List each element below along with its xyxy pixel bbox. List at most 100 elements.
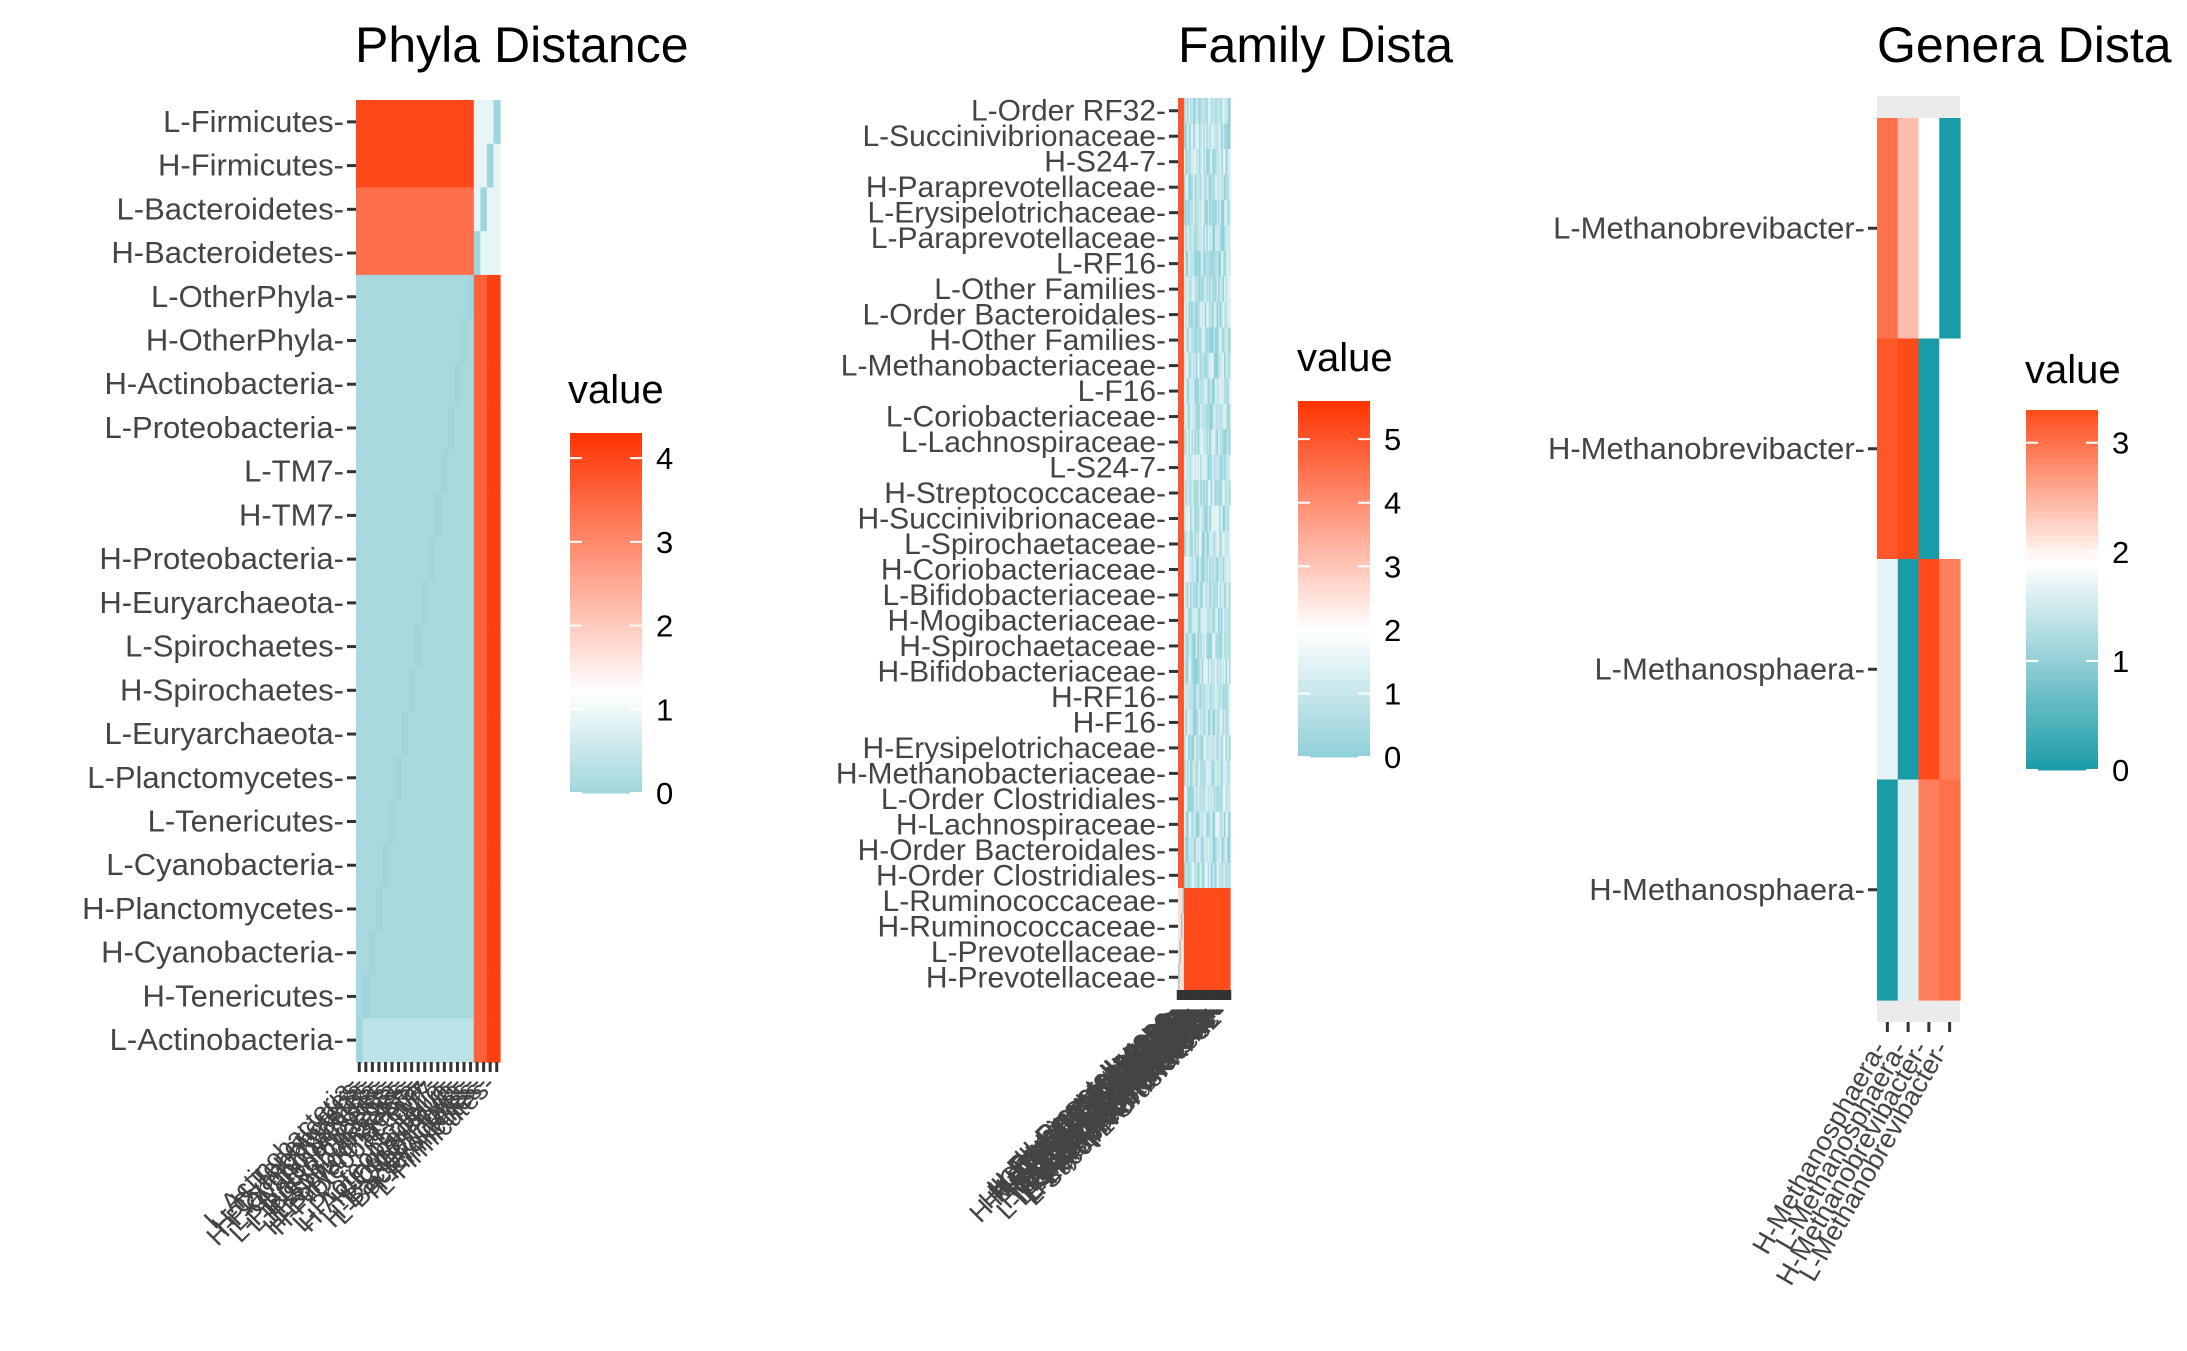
heatmap-cell-l-methanobacteriaceae-l-bifidobacteriaceae [1200,352,1203,379]
heatmap-cell-h-otherphyla-l-firmicutes [493,318,501,363]
heatmap-cell-l-spirochaetaceae-h-streptococcaceae [1206,531,1209,558]
heatmap-cell-h-other-families-l-coriobacteriaceae [1210,327,1213,354]
heatmap-cell-l-lachnospiraceae-h-prevotellaceae [1178,429,1181,456]
heatmap-cell-h-streptococcaceae-l-bifidobacteriaceae [1200,480,1203,507]
heatmap-cell-l-bifidobacteriaceae-l-s24-7 [1207,582,1210,609]
heatmap-cell-l-order-rf32-l-ruminococcaceae [1182,98,1185,125]
heatmap-cell-h-mogibacteriaceae-l-bifidobacteriaceae [1200,607,1203,634]
heatmap-cell-h-proteobacteria-l-proteobacteria [447,537,455,582]
heatmap-cell-l-order-clostridiales-l-methanobacteriaceae [1213,786,1216,813]
heatmap-cell-l-other-families-l-order-clostridiales [1188,276,1191,303]
heatmap-cell-l-tm7-h-planctomycetes [375,449,383,495]
heatmap-cell-h-spirochaetaceae-h-lachnospiraceae [1186,633,1189,660]
heatmap-cell-h-spirochaetes-l-euryarchaeota [401,668,409,713]
heatmap-cell-h-lachnospiraceae-h-lachnospiraceae [1186,811,1189,838]
heatmap-cell-h-rf16-l-order-clostridiales [1188,684,1191,711]
legend-colorbar-step [2026,716,2098,723]
heatmap-cell-l-prevotellaceae-h-order-bacteroidales [1185,939,1188,966]
heatmap-cell-l-order-clostridiales-l-rf16 [1219,786,1222,813]
heatmap-cell-h-otherphyla-l-cyanobacteria [382,318,390,363]
heatmap-cell-l-lachnospiraceae-h-ruminococcaceae [1180,429,1184,456]
heatmap-cell-h-firmicutes-l-tenericutes [388,143,396,189]
heatmap-cell-l-f16-l-spirochaetaceae [1203,378,1206,405]
y-tick-label-h-actinobacteria: H-Actinobacteria- [105,366,344,401]
heatmap-cell-l-f16-h-s24-7 [1225,378,1228,405]
heatmap-cell-h-f16-l-order-bacteroidales [1216,709,1219,736]
heatmap-cell-l-ruminococcaceae-h-succinivibrionaceae [1204,888,1207,915]
heatmap-cell-h-otherphyla-h-bacteroidetes [473,318,481,363]
y-tick-label-h-mogibacteriaceae: H-Mogibacteriaceae- [888,604,1166,637]
legend-colorbar-step [1298,739,1370,746]
heatmap-cell-h-erysipelotrichaceae-l-order-bacteroidales [1216,735,1219,762]
heatmap-cell-l-rf16-l-other-families [1218,250,1221,277]
heatmap-cell-l-bifidobacteriaceae-l-erysipelotrichaceae [1222,582,1225,609]
legend-colorbar-step [2026,722,2098,729]
heatmap-cell-h-actinobacteria-l-bacteroidetes [480,362,488,407]
heatmap-cell-h-methanobacteriaceae-l-rf16 [1219,760,1222,787]
heatmap-cell-h-mogibacteriaceae-h-other-families [1215,607,1218,634]
legend-colorbar-step [1298,584,1370,592]
heatmap-cell-l-otherphyla-h-actinobacteria [454,274,462,320]
heatmap-cell-l-s24-7-h-f16 [1192,454,1195,481]
legend-colorbar-step [1298,608,1370,616]
heatmap-cell-l-prevotellaceae-h-s24-7 [1225,939,1228,966]
legend-colorbar-step [2026,476,2098,483]
heatmap-cell-l-paraprevotellaceae-h-rf16 [1194,225,1197,252]
legend-colorbar-step [1298,525,1370,533]
heatmap-cell-h-rf16-l-f16 [1212,684,1215,711]
heatmap-cell-h-proteobacteria-l-actinobacteria [356,537,364,582]
y-tick-label-l-spirochaetes: L-Spirochaetes- [125,629,344,664]
heatmap-cell-h-succinivibrionaceae-h-succinivibrionaceae [1204,505,1207,532]
heatmap-cell-l-spirochaetaceae-l-f16 [1212,531,1215,558]
heatmap-cell-h-s24-7-l-order-clostridiales [1188,148,1191,176]
y-tick-label-h-other-families: H-Other Families- [929,324,1166,357]
heatmap-cell-h-spirochaetaceae-l-paraprevotellaceae [1221,633,1224,660]
heatmap-cell-l-rf16-l-paraprevotellaceae [1221,250,1224,277]
heatmap-cell-h-s24-7-l-f16 [1212,148,1215,176]
heatmap-cell-l-paraprevotellaceae-l-order-rf32 [1228,225,1231,252]
heatmap-cell-h-f16-h-rf16 [1194,709,1197,736]
heatmap-cell-l-f16-h-methanobacteriaceae [1189,378,1192,405]
heatmap-cell-l-coriobacteriaceae-h-f16 [1192,403,1195,430]
heatmap-cell-h-methanobacteriaceae-h-lachnospiraceae [1186,760,1189,787]
heatmap-cell-h-ruminococcaceae-l-prevotellaceae [1179,913,1182,940]
heatmap-cell-l-s24-7-h-lachnospiraceae [1186,454,1189,481]
heatmap-cell-l-planctomycetes-h-bacteroidetes [473,755,481,801]
heatmap-cell-h-other-families-h-other-families [1215,327,1218,354]
y-tick-label-h-prevotellaceae: H-Prevotellaceae- [926,961,1166,994]
heatmap-cell-h-bacteroidetes-h-proteobacteria [428,231,436,276]
y-tick-label-h-methanobacteriaceae: H-Methanobacteriaceae- [836,757,1166,790]
heatmap-cell-h-euryarchaeota-h-spirochaetes [408,581,416,626]
heatmap-cell-h-order-bacteroidales-l-prevotellaceae [1179,837,1182,864]
heatmap-cell-h-paraprevotellaceae-l-f16 [1212,174,1215,201]
heatmap-cell-h-order-bacteroidales-h-streptococcaceae [1206,837,1209,864]
heatmap-cell-l-otherphyla-l-otherphyla [467,274,475,320]
heatmap-cell-h-firmicutes-h-tenericutes [362,143,370,189]
heatmap-cell-l-tm7-l-actinobacteria [356,449,364,495]
heatmap-cell-l-bifidobacteriaceae-h-ruminococcaceae [1180,582,1184,609]
heatmap-cell-h-ruminococcaceae-h-other-families [1215,913,1218,940]
heatmap-cell-h-erysipelotrichaceae-h-erysipelotrichaceae [1191,735,1194,762]
legend-colorbar-step [2026,620,2098,627]
heatmap-cell-l-f16-l-lachnospiraceae [1209,378,1212,405]
heatmap-cell-h-succinivibrionaceae-h-methanobacteriaceae [1189,505,1192,532]
heatmap-cell-l-methanobacteriaceae-l-methanobacteriaceae [1213,352,1216,379]
heatmap-cell-l-lachnospiraceae-l-paraprevotellaceae [1221,429,1224,456]
heatmap-cell-h-planctomycetes-h-spirochaetes [408,887,416,932]
heatmap-cell-h-methanobacteriaceae-l-bifidobacteriaceae [1200,760,1203,787]
heatmap-cell-l-cyanobacteria-h-otherphyla [460,843,468,888]
heatmap-cell-l-methanobacteriaceae-h-coriobacteriaceae [1201,352,1204,379]
heatmap-cell-h-methanobacteriaceae-h-ruminococcaceae [1180,760,1184,787]
heatmap-cell-l-coriobacteriaceae-h-succinivibrionaceae [1204,403,1207,430]
heatmap-cell-l-tm7-l-firmicutes [493,449,501,495]
heatmap-cell-h-coriobacteriaceae-l-paraprevotellaceae [1221,556,1224,583]
heatmap-cell-h-planctomycetes-l-spirochaetes [414,887,423,932]
heatmap-cell-h-actinobacteria-h-otherphyla [460,362,468,407]
heatmap-cell-h-streptococcaceae-l-f16 [1212,480,1215,507]
heatmap-cell-h-methanobrevibacter-l-methanobrevibacter [1939,338,1961,560]
heatmap-cell-h-bifidobacteriaceae-l-succinivibrionaceae [1227,658,1230,685]
heatmap-cell-h-paraprevotellaceae-h-paraprevotellaceae [1224,174,1227,201]
heatmap-cell-h-cyanobacteria-l-proteobacteria [447,930,455,976]
heatmap-cell-l-rf16-h-ruminococcaceae [1180,250,1184,277]
heatmap-cell-h-s24-7-h-other-families [1215,148,1218,176]
